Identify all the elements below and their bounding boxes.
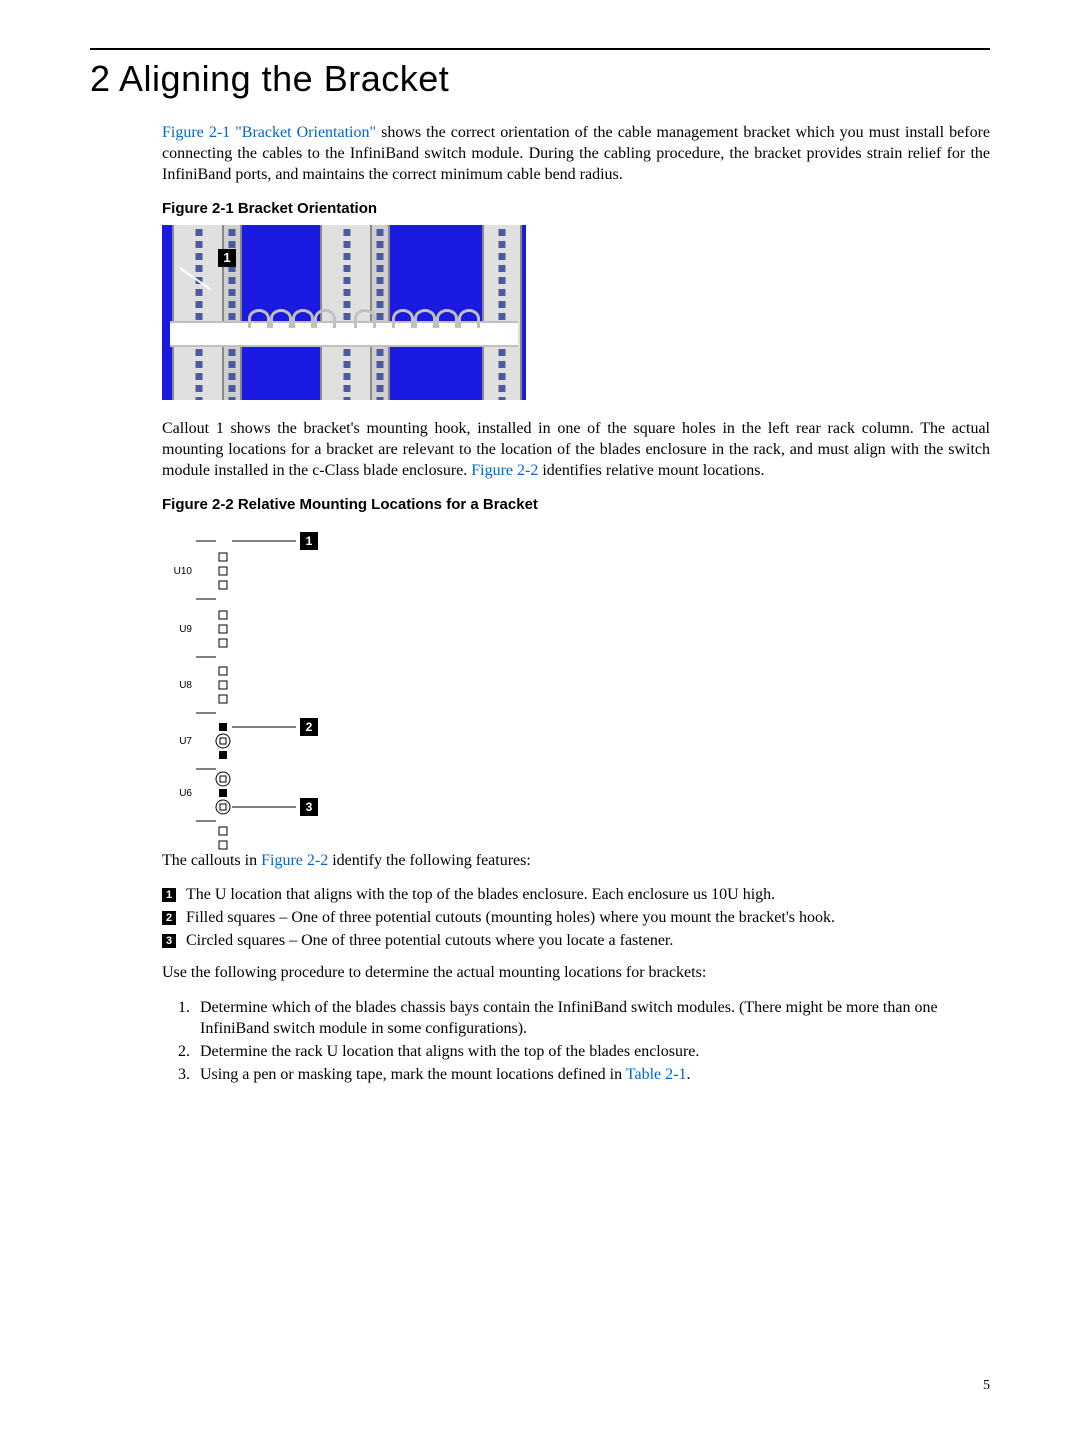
chapter-number: 2 xyxy=(90,58,111,99)
chapter-name: Aligning the Bracket xyxy=(119,58,449,99)
svg-text:1: 1 xyxy=(306,534,313,548)
bracket-loop xyxy=(248,309,270,328)
figure-2-2-link[interactable]: Figure 2-2 xyxy=(471,462,538,479)
procedure-list: Determine which of the blades chassis ba… xyxy=(162,997,990,1085)
body-content: Figure 2-1 "Bracket Orientation" shows t… xyxy=(162,122,990,1085)
bracket-loop xyxy=(314,309,336,328)
procedure-step: Using a pen or masking tape, mark the mo… xyxy=(194,1064,990,1085)
bracket-loop xyxy=(392,309,414,328)
bracket-loop xyxy=(436,309,458,328)
svg-text:U7: U7 xyxy=(179,736,192,747)
figure-2-2: U10 U9 U8 U7 U6 1 2 3 xyxy=(162,521,362,836)
procedure-step: Determine which of the blades chassis ba… xyxy=(194,997,990,1039)
figure-2-2-caption: Figure 2-2 Relative Mounting Locations f… xyxy=(162,495,990,515)
bracket-loop xyxy=(414,309,436,328)
svg-text:U10: U10 xyxy=(174,566,193,577)
para2-post: identifies relative mount locations. xyxy=(538,462,764,479)
svg-text:2: 2 xyxy=(306,720,313,734)
callout-1-box: 1 xyxy=(218,249,236,267)
paragraph-2: Callout 1 shows the bracket's mounting h… xyxy=(162,418,990,481)
callout-description-row: 3 Circled squares – One of three potentia… xyxy=(162,931,990,952)
bracket-loop xyxy=(270,309,292,328)
callout-description-row: 2 Filled squares – One of three potential… xyxy=(162,908,990,929)
manual-page: 2 Aligning the Bracket Figure 2-1 "Brack… xyxy=(0,0,1080,1438)
bracket-bar xyxy=(170,321,518,347)
svg-text:U6: U6 xyxy=(179,788,192,799)
callout-description-list: 1 The U location that aligns with the top… xyxy=(162,885,990,951)
svg-text:3: 3 xyxy=(306,800,313,814)
procedure-step: Determine the rack U location that align… xyxy=(194,1041,990,1062)
svg-text:U9: U9 xyxy=(179,624,192,635)
bracket-loop xyxy=(458,309,480,328)
top-rule xyxy=(90,48,990,50)
page-number: 5 xyxy=(983,1378,990,1394)
callout-number-badge: 1 xyxy=(162,888,176,902)
callout-description-row: 1 The U location that aligns with the top… xyxy=(162,885,990,906)
intro-paragraph: Figure 2-1 "Bracket Orientation" shows t… xyxy=(162,122,990,185)
rack-rail xyxy=(482,225,522,400)
figure-2-1-link[interactable]: Figure 2-1 "Bracket Orientation" xyxy=(162,124,376,141)
callout-description-text: Filled squares – One of three potential … xyxy=(186,908,835,929)
figure-2-1-caption: Figure 2-1 Bracket Orientation xyxy=(162,199,990,219)
svg-text:U8: U8 xyxy=(179,680,192,691)
procedure-intro: Use the following procedure to determine… xyxy=(162,962,990,983)
chapter-title: 2 Aligning the Bracket xyxy=(90,58,990,100)
callout-description-text: Circled squares – One of three potential… xyxy=(186,931,673,952)
callout-number-badge: 2 xyxy=(162,911,176,925)
figure-2-1: 1 xyxy=(162,225,526,400)
callout-description-text: The U location that aligns with the top … xyxy=(186,885,775,906)
bracket-loop xyxy=(292,309,314,328)
table-2-1-link[interactable]: Table 2-1 xyxy=(626,1066,687,1083)
bracket-loop xyxy=(354,309,376,328)
callout-number-badge: 3 xyxy=(162,934,176,948)
